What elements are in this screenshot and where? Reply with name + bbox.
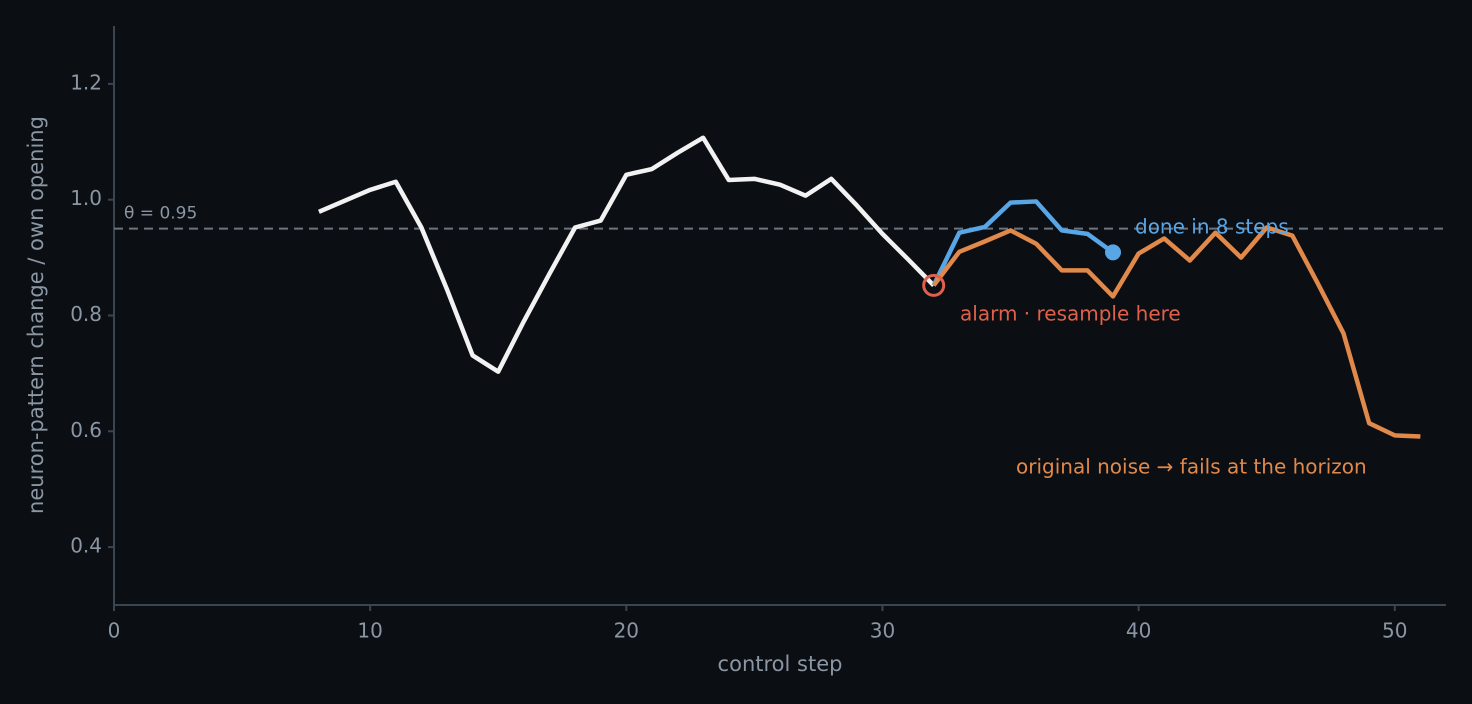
x-tick-label: 10 [357, 619, 382, 643]
y-axis-title: neuron-pattern change / own opening [24, 116, 48, 514]
x-tick-label: 30 [870, 619, 895, 643]
threshold-label: θ = 0.95 [124, 204, 197, 224]
alarm-marker [922, 273, 946, 297]
annotation: alarm · resample here [960, 302, 1181, 326]
x-tick-label: 40 [1126, 619, 1151, 643]
series-line [931, 225, 1421, 439]
series-line [318, 135, 936, 374]
x-tick-label: 20 [614, 619, 639, 643]
y-tick-label: 0.4 [70, 534, 102, 558]
y-tick-label: 0.6 [70, 418, 102, 442]
series-line [931, 199, 1115, 287]
x-tick-label: 50 [1382, 619, 1407, 643]
done-marker [1105, 244, 1121, 261]
y-tick-label: 1.2 [70, 70, 102, 94]
y-tick-label: 1.0 [70, 186, 102, 210]
annotation: original noise → fails at the horizon [1016, 455, 1367, 479]
x-tick-label: 0 [108, 619, 121, 643]
y-tick-label: 0.8 [70, 302, 102, 326]
x-axis-title: control step [718, 652, 843, 676]
annotation: done in 8 steps [1135, 215, 1289, 239]
